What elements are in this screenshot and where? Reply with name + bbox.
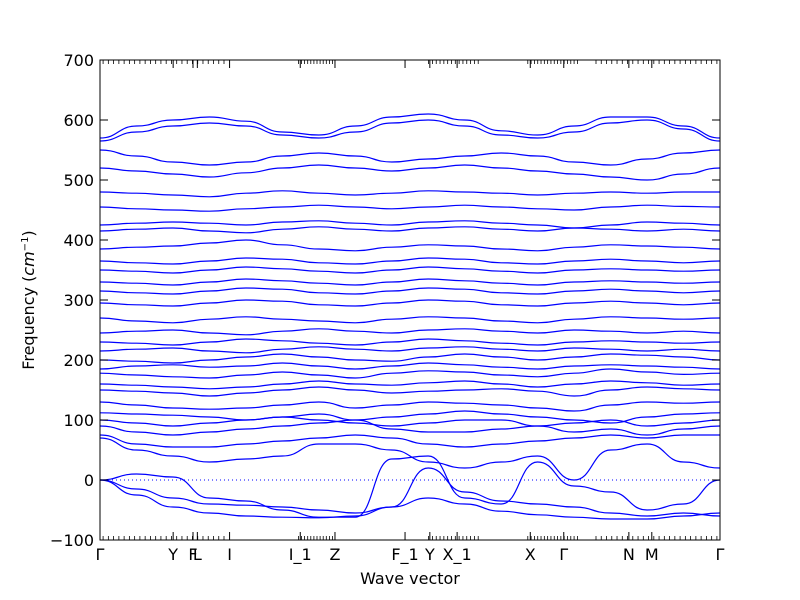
phonon-band-12 xyxy=(99,368,721,379)
y-tick-label: −100 xyxy=(50,531,94,550)
phonon-band-23 xyxy=(99,257,721,265)
x-tick-label: L xyxy=(193,545,202,564)
x-tick-label: M xyxy=(645,545,659,564)
phonon-band-5 xyxy=(99,434,720,448)
phonon-band-26 xyxy=(99,220,721,229)
phonon-band-21 xyxy=(99,278,721,286)
x-tick-label: Γ xyxy=(716,545,725,564)
bands-layer xyxy=(99,113,721,520)
plot-background xyxy=(100,60,720,540)
phonon-band-20 xyxy=(99,287,721,295)
y-axis-label-unit: cm xyxy=(19,251,38,275)
phonon-band-8 xyxy=(99,410,721,424)
x-tick-label: Y xyxy=(424,545,435,564)
y-tick-label: 700 xyxy=(63,51,94,70)
phonon-band-3 xyxy=(99,455,721,518)
phonon-band-4 xyxy=(99,437,721,481)
x-axis-ticks: Γ Y FL I I_1 Z F_1 Y X_1 X Γ N M Γ xyxy=(96,60,725,565)
x-tick-label: I_1 xyxy=(289,545,312,565)
phonon-band-7 xyxy=(99,416,721,427)
phonon-band-17 xyxy=(99,328,721,336)
x-axis-label: Wave vector xyxy=(360,569,460,588)
phonon-band-29 xyxy=(99,164,721,181)
phonon-band-22 xyxy=(99,266,721,274)
x-tick-label: Γ xyxy=(96,545,105,564)
phonon-band-25 xyxy=(99,226,721,234)
phonon-band-2 xyxy=(99,467,721,517)
y-tick-label: 600 xyxy=(63,111,94,130)
phonon-band-19 xyxy=(99,299,721,307)
x-tick-label: F xyxy=(188,545,197,564)
phonon-band-11 xyxy=(99,380,721,390)
phonon-band-28 xyxy=(99,190,720,198)
plot-frame xyxy=(99,59,721,541)
x-tick-label: X_1 xyxy=(443,545,472,565)
phonon-band-6 xyxy=(99,419,721,436)
y-axis-label-text: Frequency xyxy=(19,287,38,370)
y-axis-label: Frequency (cm−1) xyxy=(19,230,38,369)
phonon-band-24 xyxy=(99,239,721,252)
x-tick-label: F_1 xyxy=(391,545,418,565)
phonon-band-27 xyxy=(99,204,721,212)
x-tick-label: X xyxy=(525,545,536,564)
y-tick-label: 300 xyxy=(63,291,94,310)
phonon-band-18 xyxy=(99,316,721,324)
phonon-band-31 xyxy=(99,119,721,142)
y-axis-label-unit-exp: −1 xyxy=(20,237,31,252)
phonon-band-13 xyxy=(99,362,721,370)
y-tick-label: 200 xyxy=(63,351,94,370)
phonon-band-30 xyxy=(99,149,721,166)
phonon-band-9 xyxy=(99,401,721,412)
phonon-band-15 xyxy=(99,346,721,354)
phonon-band-14 xyxy=(99,353,721,364)
x-tick-label: Γ xyxy=(559,545,568,564)
y-tick-label: 500 xyxy=(63,171,94,190)
x-tick-label: N xyxy=(623,545,635,564)
x-tick-label: Z xyxy=(329,545,340,564)
x-tick-label: I xyxy=(227,545,232,564)
y-tick-label: 400 xyxy=(63,231,94,250)
phonon-band-10 xyxy=(99,386,721,397)
y-tick-label: 100 xyxy=(63,411,94,430)
phonon-band-32 xyxy=(99,113,721,139)
y-tick-label: 0 xyxy=(84,471,94,490)
phonon-band-16 xyxy=(99,338,721,346)
phonon-band-1 xyxy=(99,479,721,520)
minor-ticks xyxy=(102,60,718,540)
x-tick-label: Y xyxy=(167,545,178,564)
